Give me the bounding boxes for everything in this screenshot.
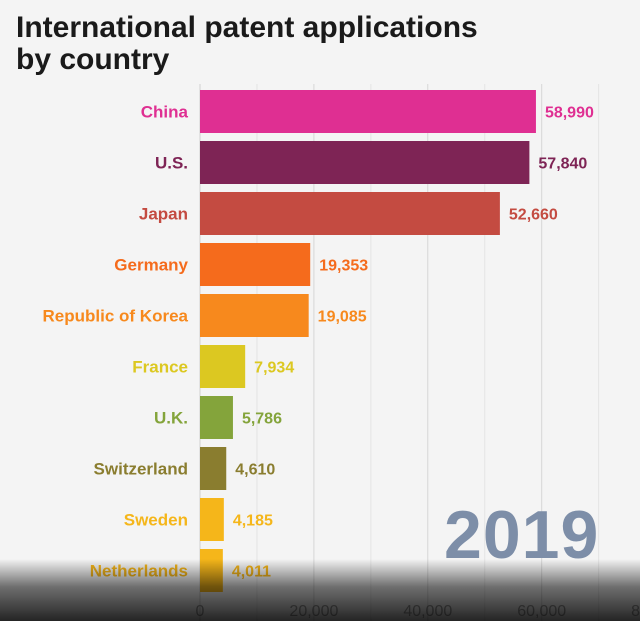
value-label: 19,353 — [319, 258, 368, 275]
bar-0 — [200, 90, 536, 133]
x-tick-label: 40,000 — [403, 603, 452, 620]
value-label: 4,011 — [232, 564, 271, 581]
x-tick-label: 0 — [196, 603, 205, 620]
bar-1 — [200, 141, 530, 184]
bar-5 — [200, 345, 246, 388]
category-label: France — [132, 358, 188, 377]
category-label: U.S. — [155, 154, 188, 173]
value-label: 19,085 — [318, 309, 367, 326]
value-label: 7,934 — [254, 360, 294, 377]
category-label: China — [141, 103, 189, 122]
chart-title: International patent applications by cou… — [16, 12, 576, 76]
value-label: 58,990 — [545, 105, 594, 122]
category-label: Sweden — [124, 511, 188, 530]
category-label: U.K. — [154, 409, 188, 428]
bar-6 — [200, 396, 233, 439]
x-tick-label: 20,000 — [289, 603, 338, 620]
value-label: 4,610 — [235, 462, 275, 479]
value-label: 5,786 — [242, 411, 282, 428]
category-label: Germany — [114, 256, 188, 275]
value-label: 52,660 — [509, 207, 558, 224]
value-label: 57,840 — [538, 156, 587, 173]
bar-4 — [200, 294, 309, 337]
category-label: Netherlands — [90, 562, 188, 581]
category-label: Republic of Korea — [43, 307, 189, 326]
category-label: Japan — [139, 205, 188, 224]
year-label: 2019 — [444, 497, 600, 573]
bar-9 — [200, 549, 223, 592]
bar-7 — [200, 447, 227, 490]
title-line-1: International patent applications — [16, 11, 478, 44]
x-tick-label: 80,000 — [631, 603, 640, 620]
bar-3 — [200, 243, 311, 286]
category-label: Switzerland — [94, 460, 188, 479]
value-label: 4,185 — [233, 513, 273, 530]
x-tick-label: 60,000 — [517, 603, 566, 620]
bar-2 — [200, 192, 500, 235]
bar-8 — [200, 498, 224, 541]
title-line-2: by country — [16, 43, 170, 76]
